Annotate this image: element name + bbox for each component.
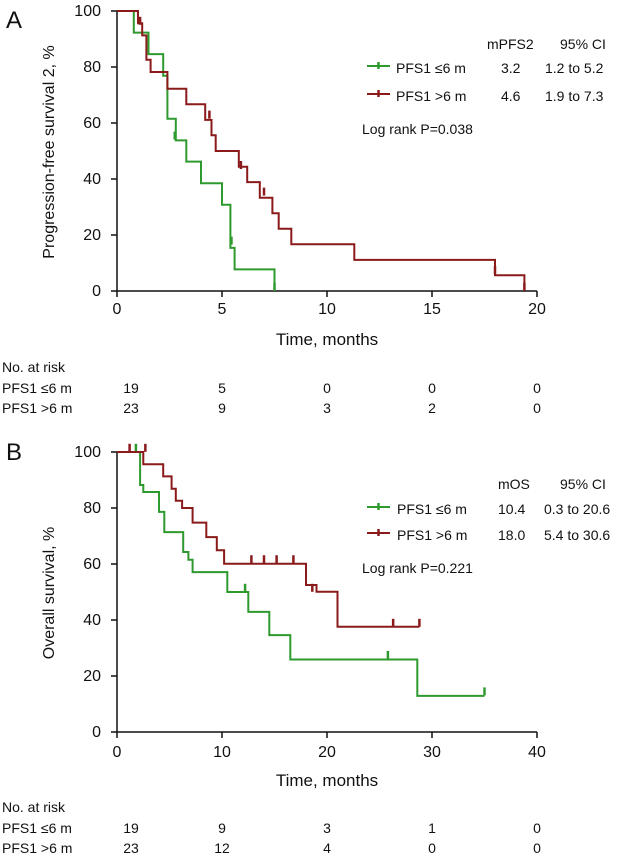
at-risk-value: 1 (428, 820, 436, 836)
survival-curve-long (117, 451, 420, 628)
at-risk-value: 0 (533, 380, 541, 396)
at-risk-title: No. at risk (2, 359, 66, 375)
y-tick-label: 100 (74, 3, 101, 20)
at-risk-value: 0 (533, 820, 541, 836)
at-risk-value: 12 (214, 840, 230, 856)
legend-header-ci: 95% CI (560, 36, 606, 52)
x-tick-label: 30 (423, 744, 441, 761)
axes (111, 451, 538, 738)
x-tick-label: 10 (318, 301, 336, 318)
legend-label-long: PFS1 >6 m (396, 88, 466, 104)
y-tick-label: 40 (83, 612, 101, 629)
legend-ci-long: 1.9 to 7.3 (545, 88, 604, 104)
legend-ci-long: 5.4 to 30.6 (544, 527, 610, 543)
legend-label-short: PFS1 ≤6 m (397, 501, 467, 517)
panel-label: A (6, 7, 22, 34)
axes (111, 10, 538, 297)
legend-median-short: 3.2 (501, 60, 521, 76)
at-risk-value: 3 (323, 820, 331, 836)
at-risk-value: 9 (218, 820, 226, 836)
legend-median-short: 10.4 (498, 501, 525, 517)
y-tick-label: 20 (83, 668, 101, 685)
legend-swatches (367, 503, 390, 536)
x-tick-label: 5 (218, 301, 227, 318)
survival-curves (117, 443, 486, 697)
y-axis-label: Progression-free survival 2, % (41, 45, 58, 258)
at-risk-row-label: PFS1 ≤6 m (2, 380, 72, 396)
legend: mPFS2 95% CI PFS1 ≤6 m 3.2 1.2 to 5.2 PF… (367, 36, 606, 104)
y-tick-label: 40 (83, 171, 101, 188)
legend-header-ci: 95% CI (560, 476, 606, 492)
panel-b: B Overall survival, % 0 20 40 60 80 100 … (2, 439, 610, 856)
legend-header-median: mOS (498, 476, 530, 492)
at-risk-value: 4 (323, 840, 331, 856)
at-risk-value: 19 (123, 820, 139, 836)
x-tick-label: 10 (213, 744, 231, 761)
at-risk-value: 0 (323, 380, 331, 396)
x-ticks: 0 10 20 30 40 (113, 744, 546, 761)
x-axis-label: Time, months (276, 771, 378, 790)
legend-median-long: 4.6 (501, 88, 521, 104)
legend-ci-short: 0.3 to 20.6 (544, 501, 610, 517)
panel-label: B (6, 439, 22, 466)
at-risk-value: 23 (123, 400, 139, 416)
at-risk-table: No. at risk PFS1 ≤6 m 19 9 3 1 0 PFS1 >6… (2, 799, 541, 856)
at-risk-value: 5 (218, 380, 226, 396)
at-risk-value: 0 (533, 400, 541, 416)
x-axis-label: Time, months (276, 330, 378, 349)
legend-swatches (367, 62, 390, 97)
legend-header-median: mPFS2 (487, 36, 534, 52)
x-ticks: 0 5 10 15 20 (113, 301, 546, 318)
y-axis-label: Overall survival, % (41, 527, 58, 659)
panel-a: A Progression-free survival 2, % 0 20 40… (2, 3, 606, 416)
x-tick-label: 15 (423, 301, 441, 318)
at-risk-row-label: PFS1 >6 m (2, 840, 72, 856)
y-tick-label: 100 (74, 444, 101, 461)
at-risk-value: 0 (428, 380, 436, 396)
y-tick-label: 60 (83, 556, 101, 573)
legend: mOS 95% CI PFS1 ≤6 m 10.4 0.3 to 20.6 PF… (367, 476, 610, 543)
x-tick-label: 20 (318, 744, 336, 761)
at-risk-row-label: PFS1 >6 m (2, 400, 72, 416)
legend-ci-short: 1.2 to 5.2 (545, 60, 604, 76)
y-tick-label: 60 (83, 115, 101, 132)
x-tick-label: 0 (113, 744, 122, 761)
survival-curves (117, 10, 526, 291)
log-rank-annotation: Log rank P=0.221 (362, 560, 473, 576)
y-tick-label: 80 (83, 500, 101, 517)
survival-curve-long (117, 10, 526, 291)
x-tick-label: 20 (528, 301, 546, 318)
at-risk-title: No. at risk (2, 799, 66, 815)
at-risk-value: 0 (533, 840, 541, 856)
x-tick-label: 40 (528, 744, 546, 761)
y-tick-label: 0 (92, 724, 101, 741)
y-ticks: 0 20 40 60 80 100 (74, 444, 101, 741)
legend-median-long: 18.0 (498, 527, 525, 543)
at-risk-value: 0 (428, 840, 436, 856)
y-tick-label: 20 (83, 227, 101, 244)
at-risk-value: 19 (123, 380, 139, 396)
survival-curve-short (117, 10, 276, 291)
y-tick-label: 80 (83, 59, 101, 76)
at-risk-value: 2 (428, 400, 436, 416)
at-risk-value: 23 (123, 840, 139, 856)
at-risk-value: 3 (323, 400, 331, 416)
legend-label-short: PFS1 ≤6 m (396, 60, 466, 76)
legend-label-long: PFS1 >6 m (397, 527, 467, 543)
at-risk-table: No. at risk PFS1 ≤6 m 19 5 0 0 0 PFS1 >6… (2, 359, 541, 416)
x-tick-label: 0 (113, 301, 122, 318)
at-risk-value: 9 (218, 400, 226, 416)
y-tick-label: 0 (92, 283, 101, 300)
log-rank-annotation: Log rank P=0.038 (362, 121, 473, 137)
survival-curve-short (117, 451, 485, 697)
at-risk-row-label: PFS1 ≤6 m (2, 820, 72, 836)
y-ticks: 0 20 40 60 80 100 (74, 3, 101, 300)
